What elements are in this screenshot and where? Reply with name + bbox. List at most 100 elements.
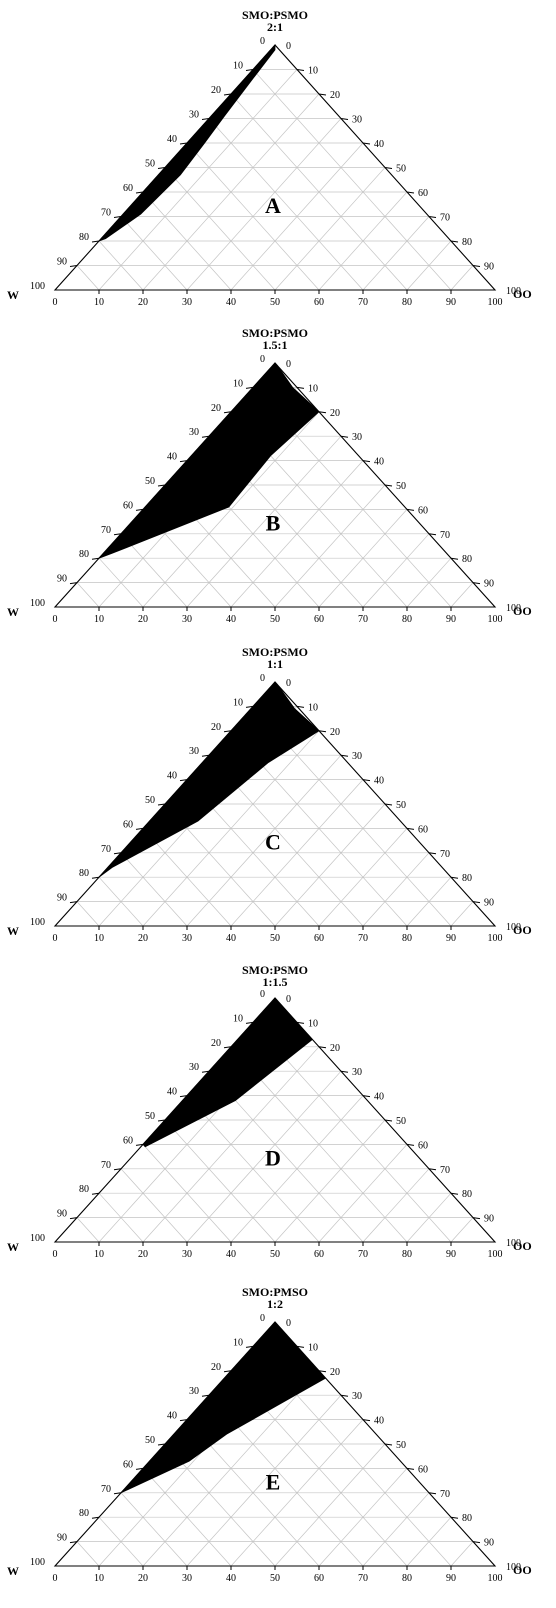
grid-line [98,876,144,927]
right-tick-label: 0 [286,1318,291,1329]
left-tick-label: 90 [57,574,67,585]
bottom-tick-label: 60 [314,614,324,625]
bottom-tick-label: 60 [314,1249,324,1260]
tick-mark [362,460,371,463]
grid-line [274,1443,386,1567]
right-tick-label: 0 [286,994,291,1005]
bottom-tick-label: 90 [446,1573,456,1584]
tick-mark [384,803,393,806]
tick-mark [450,876,459,879]
tick-mark [384,1119,393,1122]
grid-line [98,1192,144,1243]
left-tick-label: 20 [211,722,221,733]
grid-line [318,828,408,927]
bottom-tick-label: 50 [270,933,280,944]
bottom-tick-label: 100 [488,933,503,944]
right-tick-label: 90 [484,1538,494,1549]
tick-mark [362,142,371,145]
tick-mark [428,852,437,855]
tick-mark [472,1541,481,1544]
bottom-tick-label: 100 [488,1249,503,1260]
grid-line [164,167,276,291]
tick-mark [135,1143,144,1146]
grid-line [98,240,144,291]
right-tick-label: 60 [418,1464,428,1475]
right-tick-label: 10 [308,702,318,713]
right-tick-label: 60 [418,1140,428,1151]
tick-mark [450,1516,459,1519]
tick-mark [406,508,415,511]
right-tick-label: 30 [352,115,362,126]
corner-label-oil: OO [513,1239,532,1253]
bottom-tick-label: 60 [314,933,324,944]
tick-mark [157,484,166,487]
tick-mark [245,705,254,708]
right-tick-label: 100 [506,1238,521,1249]
tick-mark [245,1345,254,1348]
tick-mark [91,557,100,560]
grid-line [76,901,100,927]
grid-line [98,1516,144,1567]
tick-mark [69,901,78,904]
right-tick-label: 60 [418,505,428,516]
right-tick-label: 50 [396,1440,406,1451]
right-tick-label: 100 [506,922,521,933]
tick-mark [296,1021,305,1024]
bottom-tick-label: 10 [94,1249,104,1260]
bottom-tick-label: 30 [182,1249,192,1260]
bottom-tick-label: 80 [402,1573,412,1584]
tick-mark [296,705,305,708]
tick-mark [406,1467,415,1470]
bottom-tick-label: 20 [138,297,148,308]
corner-label-water: W [7,1240,19,1254]
left-tick-label: 0 [260,1313,265,1324]
bottom-tick-label: 50 [270,614,280,625]
left-tick-label: 50 [145,1435,155,1446]
left-tick-label: 70 [101,844,111,855]
tick-mark [223,1046,232,1049]
left-tick-label: 0 [260,673,265,684]
tick-mark [201,435,210,438]
right-tick-label: 60 [418,188,428,199]
right-tick-label: 90 [484,898,494,909]
tick-mark [69,1541,78,1544]
bottom-tick-label: 80 [402,297,412,308]
tick-mark [69,265,78,267]
tick-mark [201,754,210,757]
tick-mark [113,1492,122,1495]
bottom-tick-label: 80 [402,933,412,944]
corner-label-oil: OO [513,287,532,301]
right-tick-label: 70 [440,1165,450,1176]
right-tick-label: 30 [352,1391,362,1402]
left-tick-label: 60 [123,1135,133,1146]
grid-line [186,118,342,291]
tick-mark [318,1046,327,1049]
bottom-tick-label: 40 [226,1573,236,1584]
tick-mark [340,118,349,120]
left-tick-label: 50 [145,795,155,806]
left-tick-label: 90 [57,893,67,904]
tick-mark [318,1370,327,1373]
grid-line [450,265,474,291]
right-tick-label: 80 [462,1513,472,1524]
tick-mark [157,1119,166,1122]
grid-line [450,582,474,608]
tick-mark [223,411,232,414]
microemulsion-region [120,1321,327,1494]
right-tick-label: 80 [462,554,472,565]
grid-line [98,557,144,608]
right-tick-label: 100 [506,286,521,297]
tick-mark [362,1419,371,1422]
grid-line [362,852,430,927]
bottom-tick-label: 0 [53,297,58,308]
grid-line [274,167,386,291]
grid-line [76,582,100,608]
tick-mark [296,69,305,71]
left-tick-label: 10 [233,1337,243,1348]
right-tick-label: 80 [462,873,472,884]
tick-mark [157,167,166,169]
bottom-tick-label: 60 [314,1573,324,1584]
left-tick-label: 40 [167,1411,177,1422]
tick-mark [428,216,437,218]
